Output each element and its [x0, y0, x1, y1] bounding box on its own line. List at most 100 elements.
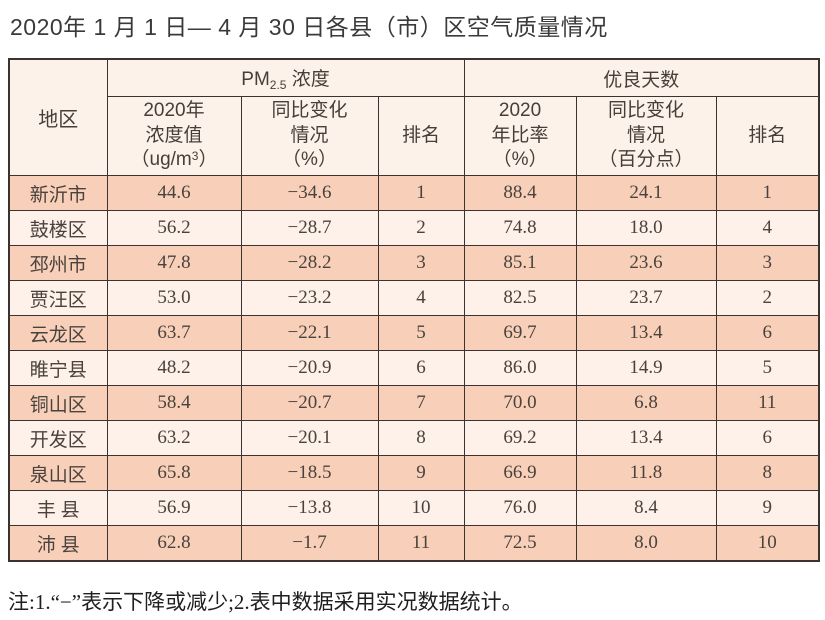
pm-change-cell: −18.5	[240, 455, 379, 491]
pm-rank-cell: 3	[377, 245, 465, 281]
days-change-cell: 23.6	[575, 245, 717, 281]
pm-change-cell: −20.1	[240, 420, 379, 456]
pm-value-line1: 2020年	[143, 99, 205, 121]
pm-rank-cell: 2	[377, 210, 465, 246]
days-ratio-cell: 69.2	[463, 420, 577, 456]
column-group-pm25: PM2.5 浓度	[106, 58, 465, 97]
table-row: 云龙区 63.7 −22.1 5 69.7 13.4 6	[8, 315, 820, 351]
region-cell: 沛 县	[8, 525, 108, 562]
unit-superscript: 3	[191, 149, 199, 164]
pm-value-cell: 62.8	[106, 525, 242, 562]
days-rank-cell: 8	[715, 455, 820, 491]
region-cell: 泉山区	[8, 455, 108, 491]
pm-rank-cell: 11	[377, 525, 465, 562]
pm-value-line2: 浓度值	[145, 124, 203, 146]
pm-value-cell: 63.2	[106, 420, 242, 456]
days-ratio-cell: 66.9	[463, 455, 577, 491]
footnote: 注:1.“−”表示下降或减少;2.表中数据采用实况数据统计。	[8, 590, 523, 614]
days-rank-cell: 6	[715, 315, 820, 351]
pm-rank-cell: 10	[377, 490, 465, 526]
days-change-cell: 13.4	[575, 420, 717, 456]
pm-rank-cell: 8	[377, 420, 465, 456]
region-cell: 新沂市	[8, 175, 108, 211]
table-row: 睢宁县 48.2 −20.9 6 86.0 14.9 5	[8, 350, 820, 386]
days-change-cell: 8.4	[575, 490, 717, 526]
days-change-cell: 13.4	[575, 315, 717, 351]
table-row: 新沂市 44.6 −34.6 1 88.4 24.1 1	[8, 175, 820, 211]
pm-value-cell: 48.2	[106, 350, 242, 386]
days-rank-cell: 2	[715, 280, 820, 316]
pm-value-cell: 53.0	[106, 280, 242, 316]
column-header-region: 地区	[8, 58, 108, 176]
days-change-cell: 23.7	[575, 280, 717, 316]
table-row: 铜山区 58.4 −20.7 7 70.0 6.8 11	[8, 385, 820, 421]
column-header-pm-change: 同比变化 情况 （%）	[240, 96, 379, 176]
days-rank-cell: 9	[715, 490, 820, 526]
days-change-cell: 6.8	[575, 385, 717, 421]
column-header-days-ratio: 2020 年比率 （%）	[463, 96, 577, 176]
region-cell: 邳州市	[8, 245, 108, 281]
table-row: 开发区 63.2 −20.1 8 69.2 13.4 6	[8, 420, 820, 456]
pm-change-cell: −20.9	[240, 350, 379, 386]
days-change-unit: （百分点）	[598, 149, 694, 171]
pm-rank-cell: 9	[377, 455, 465, 491]
pm-rank-cell: 7	[377, 385, 465, 421]
days-rank-cell: 6	[715, 420, 820, 456]
days-ratio-cell: 86.0	[463, 350, 577, 386]
air-quality-table: 地区 PM2.5 浓度 优良天数 2020年 浓度值 （ug/m3） 同比变化 …	[8, 58, 821, 562]
pm-rank-cell: 4	[377, 280, 465, 316]
days-change-cell: 8.0	[575, 525, 717, 562]
column-group-good-days: 优良天数	[463, 58, 820, 97]
days-ratio-cell: 88.4	[463, 175, 577, 211]
pm-change-cell: −28.7	[240, 210, 379, 246]
days-rank-cell: 1	[715, 175, 820, 211]
pm-change-unit: （%）	[282, 149, 337, 171]
region-cell: 铜山区	[8, 385, 108, 421]
column-header-days-change: 同比变化 情况 （百分点）	[575, 96, 717, 176]
region-cell: 鼓楼区	[8, 210, 108, 246]
pm-change-cell: −13.8	[240, 490, 379, 526]
days-rank-cell: 10	[715, 525, 820, 562]
pm25-label: PM	[241, 69, 270, 90]
pm-change-cell: −23.2	[240, 280, 379, 316]
region-cell: 贾汪区	[8, 280, 108, 316]
days-ratio-line1: 2020	[498, 99, 542, 121]
pm25-label-suffix: 浓度	[286, 69, 330, 90]
header-group-row: 地区 PM2.5 浓度 优良天数	[8, 58, 820, 176]
table-header: 地区 PM2.5 浓度 优良天数 2020年 浓度值 （ug/m3） 同比变化 …	[8, 58, 820, 176]
days-ratio-cell: 82.5	[463, 280, 577, 316]
days-change-line2: 情况	[627, 124, 666, 146]
table-row: 丰 县 56.9 −13.8 10 76.0 8.4 9	[8, 490, 820, 526]
pm-value-cell: 56.2	[106, 210, 242, 246]
pm-value-cell: 47.8	[106, 245, 242, 281]
region-cell: 睢宁县	[8, 350, 108, 386]
table-row: 邳州市 47.8 −28.2 3 85.1 23.6 3	[8, 245, 820, 281]
table-row: 泉山区 65.8 −18.5 9 66.9 11.8 8	[8, 455, 820, 491]
days-ratio-cell: 72.5	[463, 525, 577, 562]
days-ratio-cell: 70.0	[463, 385, 577, 421]
column-header-pm-rank: 排名	[377, 96, 465, 176]
pm-value-cell: 65.8	[106, 455, 242, 491]
table-row: 鼓楼区 56.2 −28.7 2 74.8 18.0 4	[8, 210, 820, 246]
region-cell: 云龙区	[8, 315, 108, 351]
pm-change-cell: −34.6	[240, 175, 379, 211]
header-sub-row: 2020年 浓度值 （ug/m3） 同比变化 情况 （%） 排名 2020 年比…	[9, 96, 820, 176]
pm-value-cell: 56.9	[106, 490, 242, 526]
days-ratio-cell: 76.0	[463, 490, 577, 526]
pm-rank-cell: 1	[377, 175, 465, 211]
pm-value-cell: 44.6	[106, 175, 242, 211]
pm-rank-cell: 6	[377, 350, 465, 386]
pm25-subscript: 2.5	[269, 78, 287, 92]
days-rank-cell: 4	[715, 210, 820, 246]
column-header-days-rank: 排名	[715, 96, 820, 176]
pm-change-cell: −22.1	[240, 315, 379, 351]
region-cell: 丰 县	[8, 490, 108, 526]
pm-change-cell: −1.7	[240, 525, 379, 562]
pm-change-cell: −20.7	[240, 385, 379, 421]
days-rank-cell: 3	[715, 245, 820, 281]
days-change-cell: 24.1	[575, 175, 717, 211]
days-change-cell: 11.8	[575, 455, 717, 491]
pm-change-cell: −28.2	[240, 245, 379, 281]
pm-change-line2: 情况	[290, 124, 329, 146]
days-ratio-unit: （%）	[492, 149, 548, 171]
